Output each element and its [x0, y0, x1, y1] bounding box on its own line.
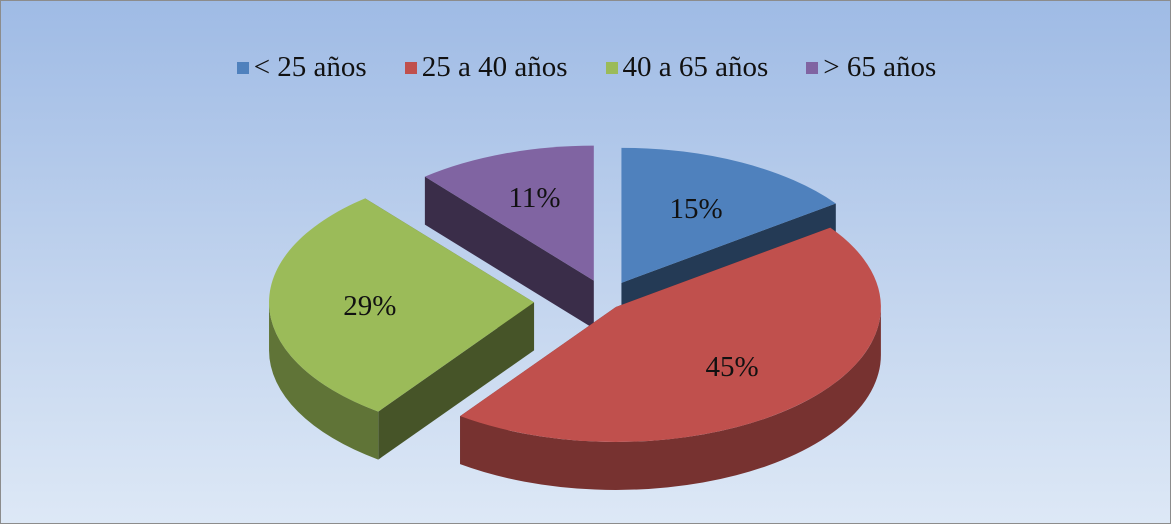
- data-label: 15%: [669, 193, 722, 225]
- legend-label: 25 a 40 años: [421, 51, 568, 83]
- legend-item: < 25 años: [236, 51, 367, 84]
- pie-slice: [460, 227, 881, 490]
- slice-side-wall: [424, 176, 594, 329]
- legend-swatch: [806, 61, 819, 74]
- slice-top: [269, 198, 535, 412]
- data-label: 11%: [509, 182, 561, 214]
- data-label: 29%: [343, 290, 396, 322]
- data-label: 45%: [705, 351, 758, 383]
- legend-item: 40 a 65 años: [605, 51, 769, 84]
- legend-swatch: [404, 61, 417, 74]
- legend-label: 40 a 65 años: [622, 51, 769, 83]
- legend-swatch: [605, 61, 618, 74]
- legend-label: > 65 años: [823, 51, 937, 83]
- legend-swatch: [236, 61, 249, 74]
- legend-label: < 25 años: [253, 51, 367, 83]
- slice-outer-wall: [269, 302, 379, 460]
- pie-slice: [424, 145, 594, 329]
- legend-item: 25 a 40 años: [404, 51, 568, 84]
- slice-top: [424, 145, 594, 281]
- slice-side-wall: [378, 302, 535, 460]
- legend-item: > 65 años: [806, 51, 936, 84]
- chart-legend: < 25 años 25 a 40 años 40 a 65 años > 65 añ…: [1, 51, 1170, 84]
- slice-top: [621, 147, 836, 283]
- slice-top: [460, 227, 881, 442]
- pie-slice: [269, 198, 535, 460]
- slice-outer-wall: [460, 306, 881, 490]
